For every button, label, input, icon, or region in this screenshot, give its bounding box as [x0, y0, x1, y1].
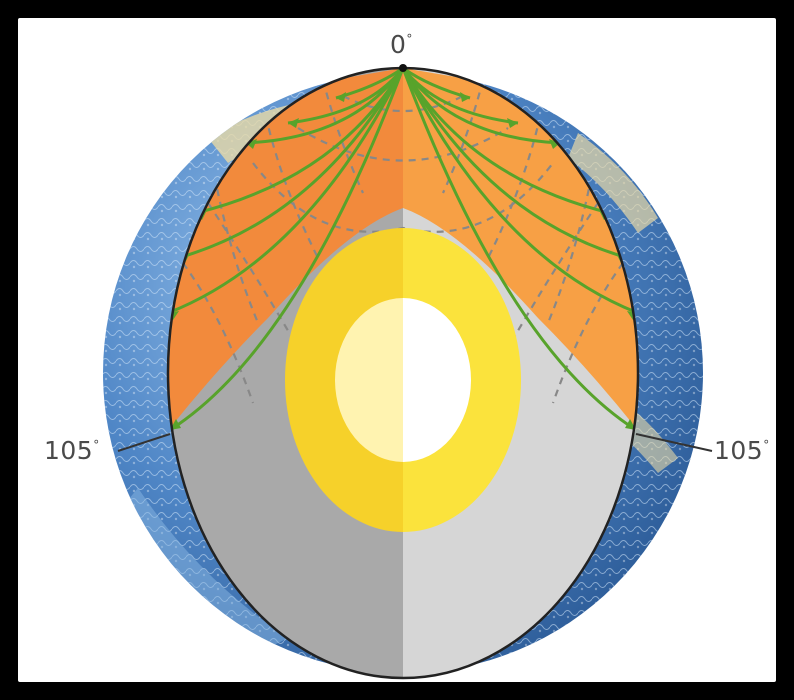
ray-path	[401, 68, 561, 145]
outer-core-left	[285, 228, 403, 532]
angle-label-top: 0°	[390, 30, 413, 59]
angle-value: 105	[714, 436, 764, 465]
ray-path	[401, 68, 637, 432]
ray-path	[245, 68, 405, 145]
earth-cross-section-diagram	[103, 64, 713, 680]
angle-label-left: 105°	[44, 436, 100, 465]
angle-label-right: 105°	[714, 436, 770, 465]
ray-path	[169, 68, 405, 432]
degree-symbol: °	[406, 32, 413, 46]
ocean-highlight	[113, 488, 288, 658]
angle-value: 105	[44, 436, 94, 465]
landmass	[568, 133, 658, 233]
pointer-line-left	[117, 433, 171, 452]
outer-core-right	[403, 228, 521, 532]
pointer-line-right	[635, 433, 713, 452]
degree-symbol: °	[93, 438, 100, 452]
seismic-ray-paths	[168, 68, 638, 432]
epicenter-marker	[399, 64, 407, 72]
ray-path	[401, 68, 638, 315]
degree-symbol: °	[763, 438, 770, 452]
inner-core-left	[335, 298, 403, 462]
ray-path	[168, 68, 405, 315]
diagram-frame: 0° 105° 105°	[18, 18, 776, 682]
inner-core-right	[403, 298, 471, 462]
angle-value: 0	[390, 30, 407, 59]
ray-path	[177, 68, 405, 260]
ray-path	[401, 68, 629, 260]
